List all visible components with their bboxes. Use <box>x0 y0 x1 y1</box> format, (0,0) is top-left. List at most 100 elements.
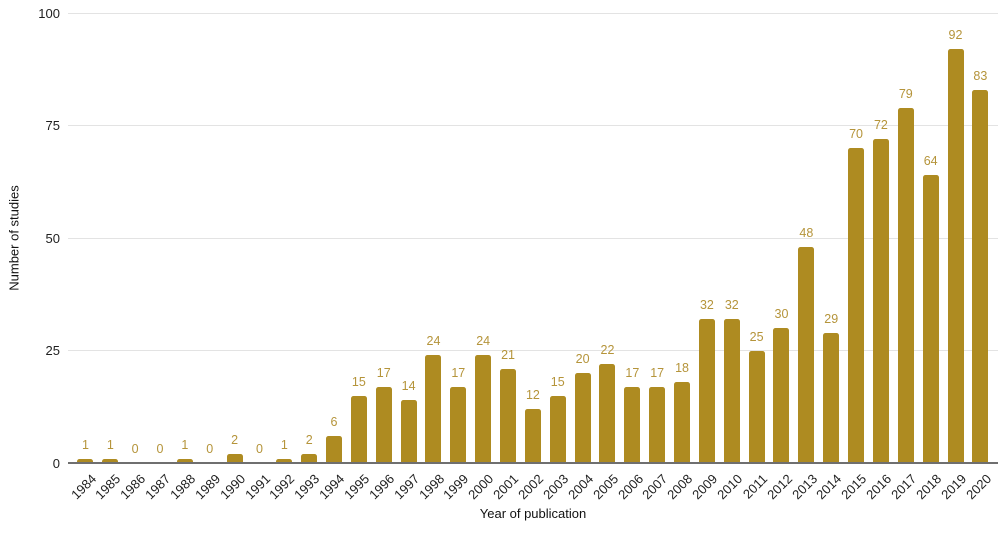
bar-slot: 17 <box>371 13 396 463</box>
bar[interactable] <box>500 368 517 463</box>
bar[interactable] <box>425 355 442 463</box>
bar-slot: 29 <box>819 13 844 463</box>
y-tick-label: 0 <box>52 455 60 471</box>
bar-value-label: 0 <box>206 442 214 456</box>
bar[interactable] <box>723 319 740 463</box>
x-tick-label: 2003 <box>540 471 572 503</box>
bar-value-label: 6 <box>330 415 338 429</box>
bar-slot: 32 <box>719 13 744 463</box>
bar-value-label: 79 <box>898 86 913 101</box>
bar[interactable] <box>102 458 119 463</box>
bar[interactable] <box>450 386 467 463</box>
x-tick-label: 1991 <box>241 471 273 503</box>
bar[interactable] <box>77 458 94 463</box>
bar[interactable] <box>872 139 889 463</box>
x-tick-label: 1985 <box>92 471 124 503</box>
bar-slot: 21 <box>496 13 521 463</box>
bar-value-label: 70 <box>849 127 864 141</box>
x-tick-label: 2017 <box>888 471 920 503</box>
x-tick-label: 1996 <box>366 471 398 503</box>
x-axis-title: Year of publication <box>479 506 587 521</box>
y-tick-label: 100 <box>38 5 60 21</box>
bar-slot: 24 <box>421 13 446 463</box>
bar-slot: 70 <box>844 13 869 463</box>
gridline <box>68 350 998 351</box>
bar-slot: 22 <box>595 13 620 463</box>
x-axis-ticks: 1984 1985 1986 1987 1988 1989 1990 1991 1992 1993… <box>68 469 998 509</box>
bar-slot: 64 <box>918 13 943 463</box>
bar-value-label: 1 <box>106 437 114 452</box>
bar-slot: 0 <box>247 13 272 463</box>
bar-value-label: 15 <box>351 374 366 389</box>
bar[interactable] <box>549 395 566 463</box>
bar-slot: 1 <box>73 13 98 463</box>
bar-value-label: 17 <box>451 365 466 380</box>
bar[interactable] <box>649 386 666 463</box>
bar-value-label: 17 <box>625 365 640 380</box>
bar[interactable] <box>922 175 939 463</box>
bar-slot: 15 <box>545 13 570 463</box>
bar[interactable] <box>773 328 790 463</box>
y-tick-label: 50 <box>45 230 60 246</box>
bar[interactable] <box>947 49 964 463</box>
x-tick-label: 2014 <box>813 471 845 503</box>
x-tick-label: 2020 <box>962 471 994 503</box>
bar[interactable] <box>326 436 343 463</box>
x-tick-label: 2016 <box>863 471 895 503</box>
bar-value-label: 83 <box>973 68 988 83</box>
x-tick-label: 2001 <box>490 471 522 503</box>
bar[interactable] <box>897 107 914 463</box>
x-tick-label: 1998 <box>415 471 447 503</box>
x-tick-label: 2004 <box>564 471 597 503</box>
bar-slot: 2 <box>222 13 247 463</box>
plot-area: 1 1 0 0 1 0 2 0 1 2 6 15 17 14 24 17 24 21 12 15 20 22 17 17 18 3… <box>68 12 998 464</box>
x-tick-label: 1989 <box>191 471 224 503</box>
x-tick-label: 2000 <box>465 471 497 503</box>
bar-value-label: 48 <box>799 226 814 240</box>
bar-slot: 1 <box>272 13 297 463</box>
x-tick-label: 1984 <box>67 471 99 503</box>
x-tick-label: 1992 <box>266 471 298 503</box>
bar[interactable] <box>375 386 392 463</box>
bar[interactable] <box>823 332 840 463</box>
bar[interactable] <box>301 454 318 463</box>
bar-value-label: 30 <box>774 307 789 321</box>
bar[interactable] <box>674 382 691 463</box>
bar-slot: 20 <box>570 13 595 463</box>
x-tick-label: 2005 <box>589 471 621 503</box>
y-tick-label: 75 <box>45 118 60 133</box>
x-tick-label: 1986 <box>117 471 149 503</box>
bar-slot: 92 <box>943 13 968 463</box>
bar[interactable] <box>848 148 865 463</box>
bar-value-label: 17 <box>650 365 665 380</box>
bar[interactable] <box>574 373 591 463</box>
bar[interactable] <box>748 350 765 463</box>
bar[interactable] <box>176 458 193 463</box>
bar[interactable] <box>475 355 492 463</box>
bar[interactable] <box>599 364 616 463</box>
bar-slot: 79 <box>893 13 918 463</box>
bar-value-label: 92 <box>948 28 963 42</box>
bar[interactable] <box>524 409 541 463</box>
bar-slot: 30 <box>769 13 794 463</box>
bar[interactable] <box>972 89 989 463</box>
x-tick-label: 2009 <box>689 471 721 503</box>
bar[interactable] <box>400 400 417 463</box>
bar[interactable] <box>698 319 715 463</box>
bar[interactable] <box>624 386 641 463</box>
bar[interactable] <box>226 454 243 463</box>
bar-value-label: 24 <box>426 334 441 348</box>
bar-slot: 12 <box>520 13 545 463</box>
bar[interactable] <box>276 458 293 463</box>
x-tick-label: 2011 <box>739 471 771 502</box>
bar[interactable] <box>350 395 367 463</box>
bar-slot: 48 <box>794 13 819 463</box>
x-tick-label: 2002 <box>515 471 547 503</box>
bar-value-label: 22 <box>600 343 615 357</box>
x-tick-label: 2013 <box>788 471 820 503</box>
bar[interactable] <box>798 247 815 463</box>
gridline <box>68 12 998 14</box>
bar-slot: 0 <box>148 13 173 463</box>
x-tick-label: 2010 <box>714 471 746 503</box>
bar-slot: 0 <box>123 13 148 463</box>
